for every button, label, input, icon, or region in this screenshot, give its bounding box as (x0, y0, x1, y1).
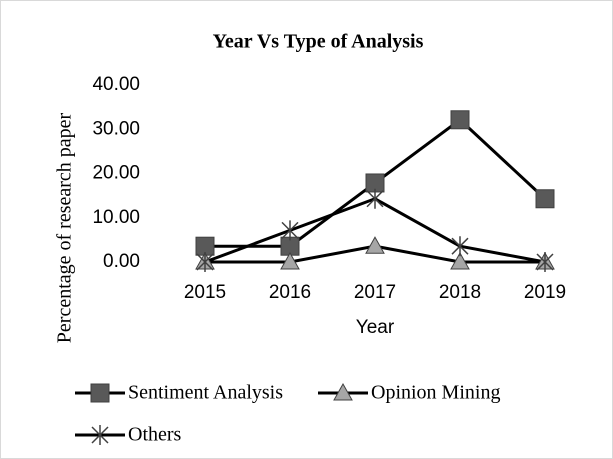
y-tick-label: 30.00 (92, 118, 140, 139)
x-tick-label: 2017 (354, 282, 396, 303)
x-tick-label: 2015 (184, 282, 226, 303)
y-tick-label: 20.00 (92, 163, 140, 184)
y-tick-label: 0.00 (103, 251, 140, 272)
chart-title: Year Vs Type of Analysis (213, 31, 424, 53)
data-point (536, 252, 554, 272)
legend-marker (333, 382, 353, 401)
y-axis-label: Percentage of research paper (54, 112, 76, 343)
legend-label: Others (128, 424, 182, 446)
legend-marker (90, 383, 110, 403)
y-tick-label: 10.00 (92, 207, 140, 228)
data-point (280, 251, 300, 270)
data-point (450, 110, 470, 130)
data-point (281, 220, 299, 241)
x-tick-label: 2018 (439, 282, 481, 303)
data-point (196, 252, 214, 272)
data-point (366, 188, 384, 209)
y-tick-label: 40.00 (92, 74, 140, 95)
legend-label: Sentiment Analysis (128, 382, 283, 404)
x-tick-label: 2016 (269, 282, 311, 303)
x-tick-label: 2019 (524, 282, 566, 303)
legend-marker (91, 425, 109, 445)
x-axis-label: Year (356, 317, 395, 338)
data-point (450, 251, 470, 270)
data-point (365, 236, 385, 254)
data-point (535, 189, 555, 209)
data-point (451, 236, 469, 257)
legend-label: Opinion Mining (371, 382, 500, 404)
